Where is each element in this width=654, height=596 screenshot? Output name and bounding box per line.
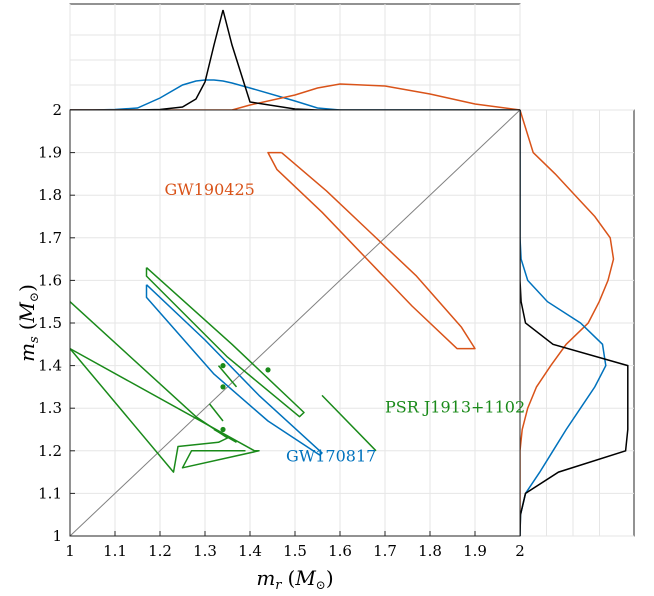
- y-axis-unit-sub: ⊙: [27, 292, 41, 302]
- y-tick-label: 1.1: [38, 484, 62, 502]
- x-tick-label: 1.3: [193, 542, 217, 560]
- point-psr-j1913: [220, 426, 226, 433]
- contour-psr-j1913: [145, 267, 305, 418]
- top-marginal-grid: [69, 4, 521, 110]
- contour-psr-j1913: [208, 403, 224, 422]
- contour-psr-j1913: [321, 394, 377, 452]
- y-tick-label: 1.2: [38, 442, 62, 460]
- contour-psr-j1913: [213, 428, 237, 443]
- y-axis-var: m: [15, 343, 39, 362]
- x-axis-var: m: [256, 566, 275, 590]
- y-tick-label: 1: [52, 527, 62, 545]
- annotation-psr-j1913: PSR J1913+1102: [385, 397, 525, 416]
- diagonal-line: [69, 109, 521, 537]
- contour-gw190425: [267, 151, 476, 350]
- main-series: [69, 109, 521, 537]
- x-axis-unit-sub: ⊙: [316, 578, 326, 592]
- point-psr-j1913: [220, 363, 226, 369]
- point-psr-j1913: [220, 384, 226, 390]
- y-axis-unit: M: [15, 301, 39, 323]
- y-tick-label: 1.7: [38, 229, 62, 247]
- x-tick-label: 1.4: [238, 542, 262, 560]
- y-tick-label: 1.5: [38, 314, 62, 332]
- y-axis-label: ms(M⊙): [15, 284, 42, 362]
- y-tick-label: 1.8: [38, 186, 62, 204]
- x-axis-label: mr (M⊙): [256, 566, 333, 593]
- right-marginal-grid: [520, 109, 634, 537]
- y-tick-label: 2: [52, 101, 62, 119]
- contour-psr-j1913: [69, 301, 229, 473]
- x-tick-label: 1.8: [418, 542, 442, 560]
- y-tick-label: 1.3: [38, 399, 62, 417]
- x-tick-label: 1.5: [283, 542, 307, 560]
- annotation-gw190425: GW190425: [165, 180, 255, 199]
- y-axis-sub: s: [27, 336, 42, 343]
- axis-ticks: 1 1.1 1.2 1.3 1.4 1.5 1.6 1.7 1.8 1.9 2 1 1.1 1.2 1.3 1…: [38, 101, 525, 560]
- x-axis-sub: r: [275, 578, 282, 593]
- annotation-gw170817: GW170817: [286, 446, 376, 465]
- contour-psr-j1913: [217, 365, 238, 388]
- x-tick-label: 1.6: [328, 542, 352, 560]
- point-psr-j1913: [265, 367, 271, 373]
- x-tick-label: 2: [515, 542, 525, 560]
- y-tick-label: 1.9: [38, 144, 62, 162]
- y-tick-label: 1.6: [38, 271, 62, 289]
- x-tick-label: 1.7: [373, 542, 397, 560]
- x-tick-label: 1: [65, 542, 75, 560]
- y-tick-label: 1.4: [38, 357, 62, 375]
- contour-gw170817: [145, 284, 323, 456]
- x-axis-unit: M: [294, 566, 316, 590]
- x-tick-label: 1.2: [148, 542, 172, 560]
- contour-psr-j1913: [69, 347, 260, 469]
- x-tick-label: 1.1: [103, 542, 127, 560]
- x-tick-label: 1.9: [463, 542, 487, 560]
